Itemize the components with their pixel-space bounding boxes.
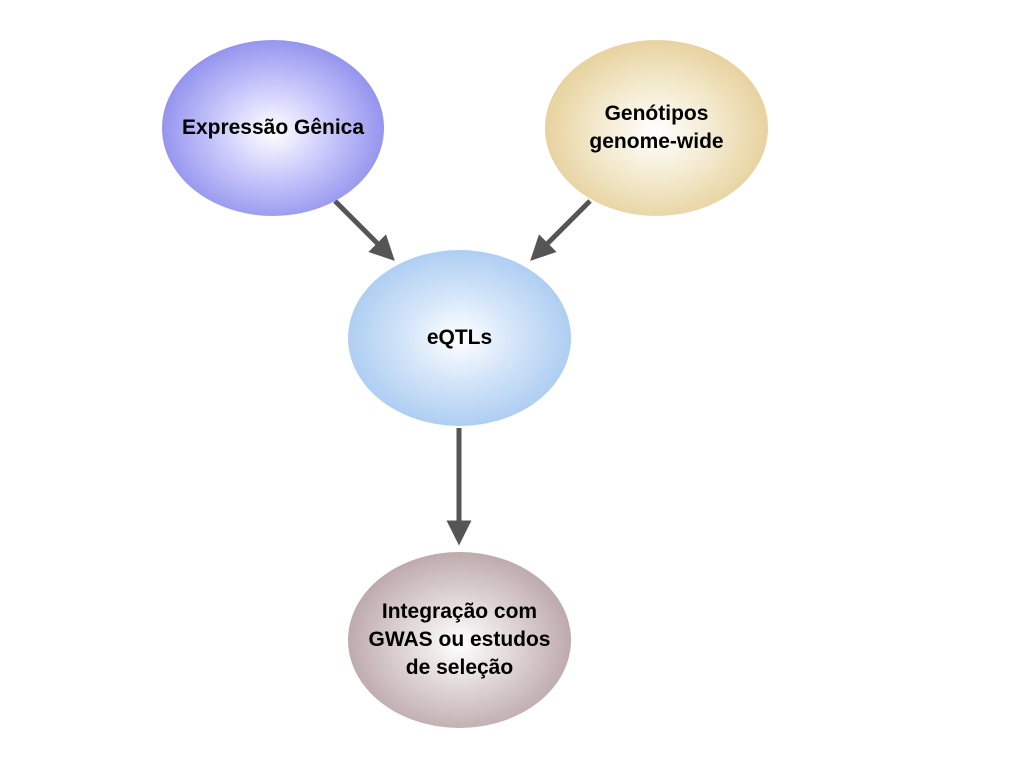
arrow-expression-to-eqtls [333, 199, 395, 261]
node-gene-expression: Expressão Gênica [162, 40, 384, 216]
arrow-genotypes-to-eqtls [530, 199, 592, 261]
node-genome-wide-genotypes-label: Genótipos genome-wide [589, 102, 724, 153]
node-eqtls-label: eQTLs [426, 326, 493, 349]
node-genome-wide-genotypes: Genótipos genome-wide [545, 40, 768, 216]
node-eqtls: eQTLs [348, 250, 571, 426]
node-gene-expression-label: Expressão Gênica [181, 116, 365, 139]
node-integration-gwas-label: Integração com GWAS ou estudos de seleçã… [368, 600, 551, 679]
node-integration-gwas: Integração com GWAS ou estudos de seleçã… [348, 552, 571, 728]
